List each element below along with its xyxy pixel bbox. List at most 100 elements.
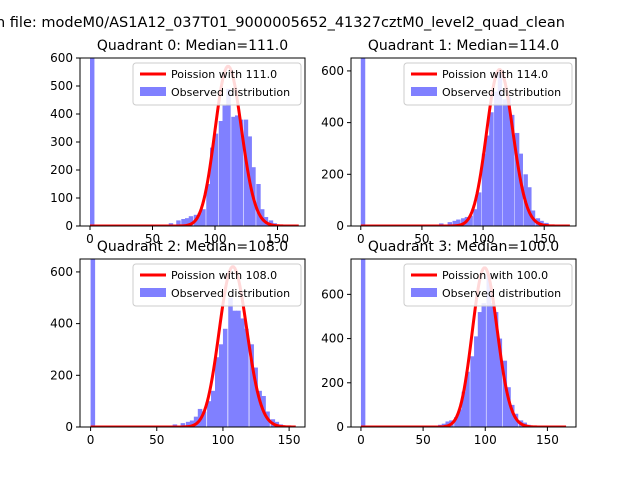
y-tick-label: 200 xyxy=(321,376,344,390)
y-tick-label: 0 xyxy=(65,420,73,434)
histogram-bar xyxy=(185,218,190,226)
x-tick-label: 100 xyxy=(204,232,227,246)
legend-hist-swatch xyxy=(411,87,437,96)
histogram-bar xyxy=(253,367,258,427)
histogram-bar xyxy=(506,387,511,427)
histogram-bar xyxy=(360,259,366,427)
figure-suptitle: n file: modeM0/AS1A12_037T01_9000005652_… xyxy=(0,15,565,31)
histogram-bar xyxy=(454,417,459,427)
histogram-bar xyxy=(238,119,244,226)
histogram-bar xyxy=(527,187,532,226)
legend-box xyxy=(403,62,573,106)
histogram-bar xyxy=(465,371,470,427)
subplot-0: 0 50 100 150 0 100 200 300 400 500 600 Poission wit… xyxy=(50,38,306,246)
legend-label-observed: Observed distribution xyxy=(171,86,290,99)
histogram-bar xyxy=(473,209,478,226)
subplot-title: Quadrant 3: Median=100.0 xyxy=(368,239,559,255)
histogram-bar xyxy=(226,88,231,226)
y-tick-label: 400 xyxy=(50,317,73,331)
x-tick-label: 0 xyxy=(357,433,365,447)
poisson-fit-line xyxy=(89,64,299,226)
histogram-bar xyxy=(231,116,236,226)
histogram-bar xyxy=(497,70,503,226)
y-tick-label: 200 xyxy=(50,368,73,382)
x-tick-label: 50 xyxy=(149,433,164,447)
histogram-bar xyxy=(461,391,467,427)
y-tick-label: 600 xyxy=(50,51,73,65)
subplot-title: Quadrant 2: Median=108.0 xyxy=(97,239,288,255)
y-tick-label: 500 xyxy=(50,79,73,93)
histogram-bar xyxy=(360,58,366,226)
axes-frame xyxy=(350,258,577,428)
histogram-bar xyxy=(502,99,508,226)
histogram-bar xyxy=(180,423,186,427)
x-tick-label: 150 xyxy=(278,433,301,447)
histogram-bar xyxy=(243,119,249,226)
histogram-bar xyxy=(493,312,499,427)
histogram-bar xyxy=(476,192,482,226)
histogram-bar xyxy=(213,133,219,226)
histogram-bar xyxy=(215,357,220,427)
histogram-bar xyxy=(481,303,486,427)
histogram-bar xyxy=(489,112,494,226)
histogram-bar xyxy=(514,132,520,226)
y-tick-label: 400 xyxy=(50,107,73,121)
histogram-bar xyxy=(490,303,495,427)
x-tick-label: 150 xyxy=(266,232,289,246)
histogram-bar xyxy=(510,404,515,427)
poisson-fit-line xyxy=(90,265,296,427)
x-tick-label: 100 xyxy=(474,433,497,447)
histogram-bar xyxy=(457,409,463,427)
histogram-bar xyxy=(207,401,212,427)
histogram-bar xyxy=(189,420,195,427)
legend-box xyxy=(132,62,302,106)
x-tick-label: 50 xyxy=(414,232,429,246)
y-tick-label: 200 xyxy=(50,163,73,177)
histogram-bar xyxy=(456,219,461,226)
histogram-bar xyxy=(90,58,95,226)
histogram-bar xyxy=(240,318,245,427)
axes-frame xyxy=(350,57,577,227)
histogram-bar xyxy=(485,135,490,226)
histogram-bar xyxy=(181,219,186,226)
y-tick-label: 300 xyxy=(50,135,73,149)
poisson-fit-line xyxy=(360,68,571,226)
histogram-bar xyxy=(497,338,503,427)
x-tick-label: 50 xyxy=(415,433,430,447)
histogram-bar xyxy=(447,222,453,226)
histogram-bar xyxy=(185,421,191,427)
histogram-bar xyxy=(494,91,499,226)
subplot-1: 0 50 100 150 0 200 400 600 Poission with 114.0 Ob… xyxy=(321,38,577,246)
legend-hist-swatch xyxy=(140,87,166,96)
histogram-bar xyxy=(506,96,511,226)
legend-hist-swatch xyxy=(411,288,437,297)
plot-area xyxy=(89,58,299,226)
x-tick-label: 100 xyxy=(211,433,234,447)
histogram-bar xyxy=(235,115,240,226)
legend-box xyxy=(403,263,573,307)
histogram-bar xyxy=(201,411,207,427)
legend-label-poisson: Poission with 100.0 xyxy=(442,269,548,282)
histogram-bar xyxy=(222,328,228,427)
histogram-bar xyxy=(210,147,215,226)
histogram-bar xyxy=(509,114,515,226)
x-tick-label: 150 xyxy=(533,232,556,246)
subplot-title: Quadrant 1: Median=114.0 xyxy=(368,38,559,54)
x-tick-label: 100 xyxy=(472,232,495,246)
legend-label-observed: Observed distribution xyxy=(442,287,561,300)
histogram-bar xyxy=(218,121,224,226)
y-tick-label: 100 xyxy=(50,191,73,205)
histogram-bar xyxy=(188,216,194,226)
x-tick-label: 0 xyxy=(86,232,94,246)
histogram-bar xyxy=(481,153,487,226)
subplot-2: 0 50 100 150 0 200 400 600 Poission with 108.0 Ob… xyxy=(50,239,306,447)
plot-area xyxy=(90,259,296,427)
histogram-bar xyxy=(232,310,237,427)
y-tick-label: 0 xyxy=(65,219,73,233)
histogram-bar xyxy=(228,297,233,427)
histogram-bar xyxy=(222,105,227,226)
histogram-bar xyxy=(236,310,241,427)
y-tick-label: 600 xyxy=(321,64,344,78)
subplot-3: 0 50 100 150 0 200 400 600 Poission with 100.0 Ob… xyxy=(321,239,577,447)
